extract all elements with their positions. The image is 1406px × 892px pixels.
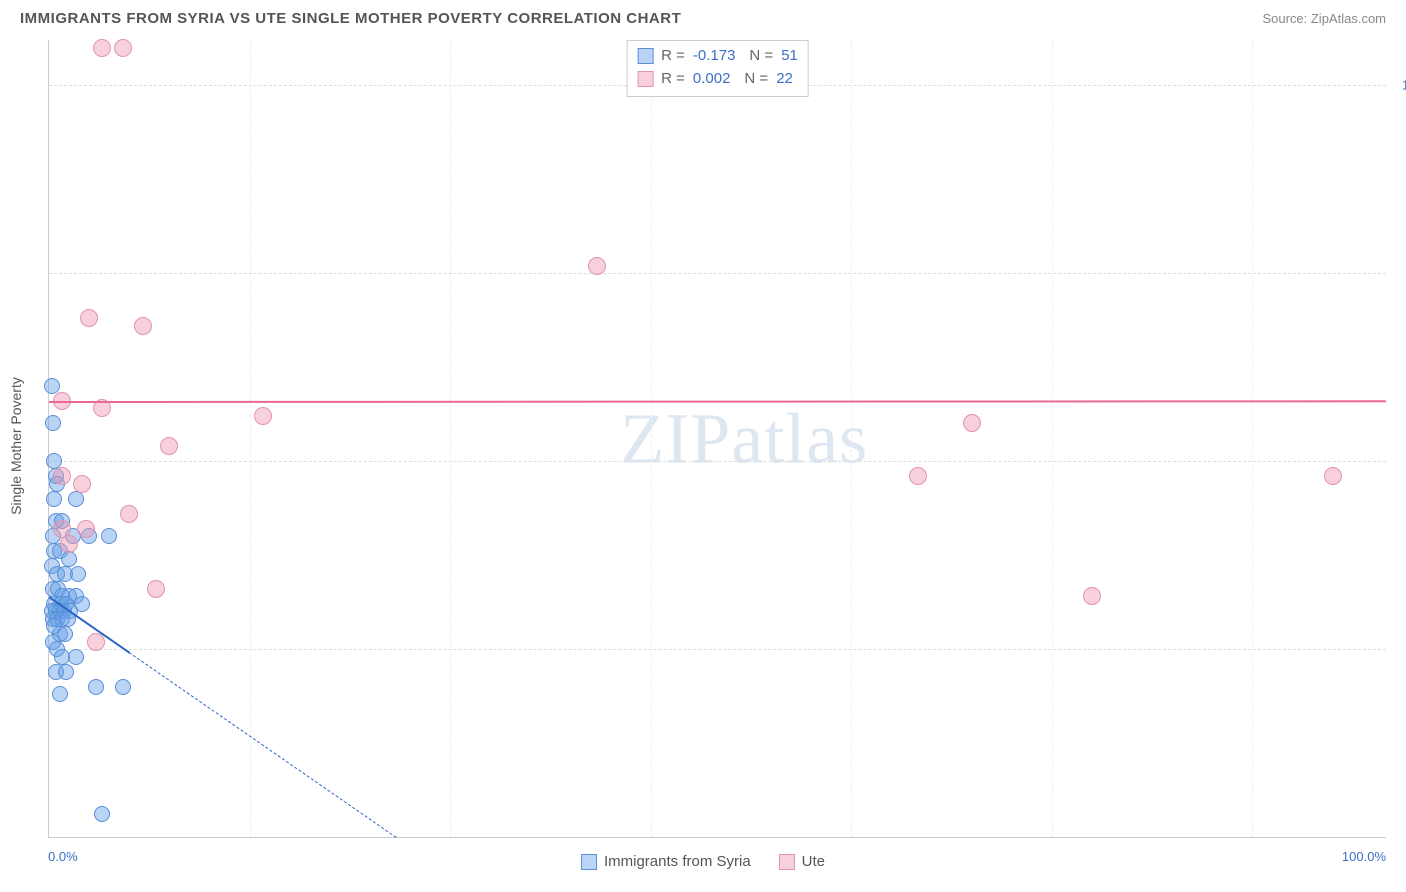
y-tick-label: 75.0%	[1391, 266, 1406, 281]
y-axis-title: Single Mother Poverty	[8, 377, 24, 515]
data-point	[94, 806, 110, 822]
legend-swatch	[637, 71, 653, 87]
data-point	[60, 535, 78, 553]
legend-r-value: -0.173	[693, 45, 736, 68]
data-point	[160, 437, 178, 455]
data-point	[963, 414, 981, 432]
data-point	[80, 309, 98, 327]
grid-line	[1252, 40, 1253, 837]
legend-swatch	[637, 48, 653, 64]
legend-series-name: Ute	[802, 853, 825, 870]
chart-header: IMMIGRANTS FROM SYRIA VS UTE SINGLE MOTH…	[0, 0, 1406, 31]
x-axis-max-label: 100.0%	[1342, 849, 1386, 864]
grid-line	[450, 40, 451, 837]
data-point	[115, 679, 131, 695]
legend-r-label: R =	[661, 68, 685, 91]
y-tick-label: 25.0%	[1391, 642, 1406, 657]
legend-series-name: Immigrants from Syria	[604, 853, 751, 870]
data-point	[93, 39, 111, 57]
data-point	[46, 491, 62, 507]
legend-swatch	[779, 854, 795, 870]
data-point	[61, 551, 77, 567]
data-point	[88, 679, 104, 695]
legend-n-value: 51	[781, 45, 798, 68]
chart-area: R =-0.173N =51R =0.002N =22 ZIPatlas 25.…	[48, 40, 1386, 838]
data-point	[52, 686, 68, 702]
data-point	[68, 649, 84, 665]
data-point	[53, 467, 71, 485]
legend-item: Ute	[779, 853, 825, 870]
watermark-text: ZIPatlas	[620, 397, 868, 480]
chart-source: Source: ZipAtlas.com	[1262, 11, 1386, 26]
trend-line	[49, 400, 1386, 403]
data-point	[68, 491, 84, 507]
data-point	[120, 505, 138, 523]
grid-line	[851, 40, 852, 837]
grid-line	[1052, 40, 1053, 837]
data-point	[70, 566, 86, 582]
data-point	[114, 39, 132, 57]
data-point	[1324, 467, 1342, 485]
y-tick-label: 100.0%	[1391, 78, 1406, 93]
data-point	[45, 415, 61, 431]
data-point	[44, 378, 60, 394]
data-point	[588, 257, 606, 275]
legend-n-value: 22	[776, 68, 793, 91]
legend-item: Immigrants from Syria	[581, 853, 751, 870]
correlation-legend: R =-0.173N =51R =0.002N =22	[626, 40, 809, 97]
data-point	[909, 467, 927, 485]
legend-r-label: R =	[661, 45, 685, 68]
data-point	[101, 528, 117, 544]
legend-n-label: N =	[744, 68, 768, 91]
legend-n-label: N =	[749, 45, 773, 68]
watermark-atlas: atlas	[731, 398, 868, 478]
data-point	[134, 317, 152, 335]
y-tick-label: 50.0%	[1391, 454, 1406, 469]
data-point	[1083, 587, 1101, 605]
series-legend: Immigrants from Syria Ute	[581, 853, 825, 870]
data-point	[73, 475, 91, 493]
plot-region: R =-0.173N =51R =0.002N =22 ZIPatlas 25.…	[48, 40, 1386, 838]
chart-title: IMMIGRANTS FROM SYRIA VS UTE SINGLE MOTH…	[20, 10, 681, 27]
grid-line	[651, 40, 652, 837]
data-point	[58, 664, 74, 680]
legend-row: R = 0.002 N = 22	[637, 68, 798, 91]
x-axis-min-label: 0.0%	[48, 849, 78, 864]
legend-swatch	[581, 854, 597, 870]
grid-line	[250, 40, 251, 837]
data-point	[147, 580, 165, 598]
data-point	[77, 520, 95, 538]
data-point	[254, 407, 272, 425]
trend-line	[129, 652, 397, 838]
legend-r-value: 0.002	[693, 68, 731, 91]
legend-row: R = -0.173 N = 51	[637, 45, 798, 68]
watermark-zip: ZIP	[620, 398, 731, 478]
